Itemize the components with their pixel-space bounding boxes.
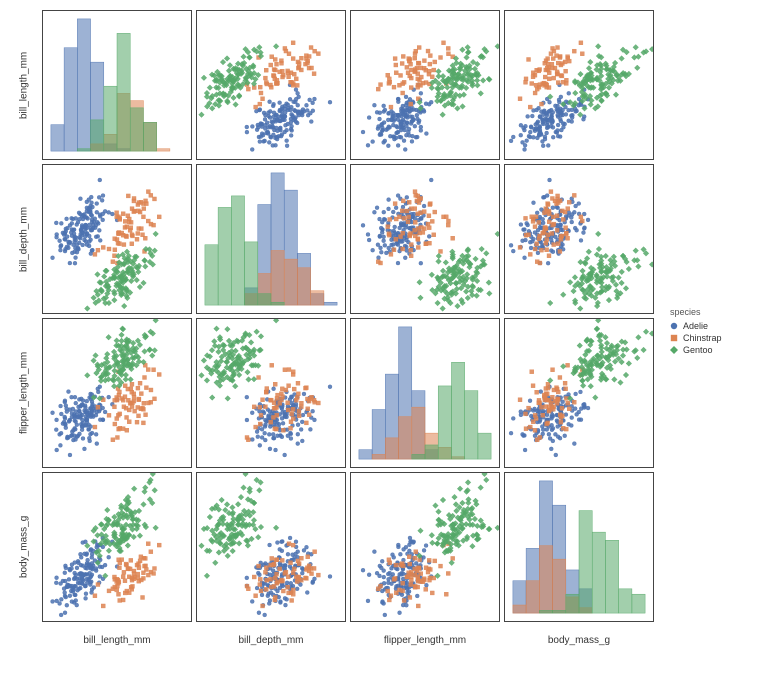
hist-body_mass_g: 40006000 [504,472,654,622]
scatter-flipper_length_mm-vs-bill_depth_mm [196,318,346,468]
hist-flipper_length_mm [350,318,500,468]
scatter-flipper_length_mm-vs-body_mass_g [504,318,654,468]
hist-bill_length_mm: 605040 [42,10,192,160]
legend-item-adelie: Adelie [670,321,722,331]
xlabel-bill_length_mm: bill_length_mm [42,626,192,654]
legend-label: Chinstrap [683,333,722,343]
ylabel-bill_length_mm: bill_length_mm [10,10,38,160]
scatter-body_mass_g-vs-bill_depth_mm: 1520 [196,472,346,622]
pairplot-chart: bill_length_mm605040bill_depth_mm2018161… [10,10,772,654]
circle-icon [670,322,678,330]
ylabel-flipper_length_mm: flipper_length_mm [10,318,38,468]
diamond-icon [670,346,678,354]
scatter-flipper_length_mm-vs-bill_length_mm: 220200180 [42,318,192,468]
pairplot-grid: bill_length_mm605040bill_depth_mm2018161… [10,10,654,654]
xlabel-flipper_length_mm: flipper_length_mm [350,626,500,654]
hist-bill_depth_mm [196,164,346,314]
scatter-bill_depth_mm-vs-flipper_length_mm [350,164,500,314]
xlabel-bill_depth_mm: bill_depth_mm [196,626,346,654]
xlabel-body_mass_g: body_mass_g [504,626,654,654]
square-icon [670,334,678,342]
scatter-body_mass_g-vs-bill_length_mm: 60005000400030004060 [42,472,192,622]
ylabel-bill_depth_mm: bill_depth_mm [10,164,38,314]
legend-title: species [670,307,722,317]
scatter-bill_depth_mm-vs-bill_length_mm: 20181614 [42,164,192,314]
scatter-body_mass_g-vs-flipper_length_mm: 175200225 [350,472,500,622]
scatter-bill_depth_mm-vs-body_mass_g [504,164,654,314]
legend-item-gentoo: Gentoo [670,345,722,355]
legend-label: Gentoo [683,345,713,355]
scatter-bill_length_mm-vs-body_mass_g [504,10,654,160]
scatter-bill_length_mm-vs-flipper_length_mm [350,10,500,160]
scatter-bill_length_mm-vs-bill_depth_mm [196,10,346,160]
legend: species Adelie Chinstrap Gentoo [670,307,722,357]
ylabel-body_mass_g: body_mass_g [10,472,38,622]
legend-label: Adelie [683,321,708,331]
legend-item-chinstrap: Chinstrap [670,333,722,343]
